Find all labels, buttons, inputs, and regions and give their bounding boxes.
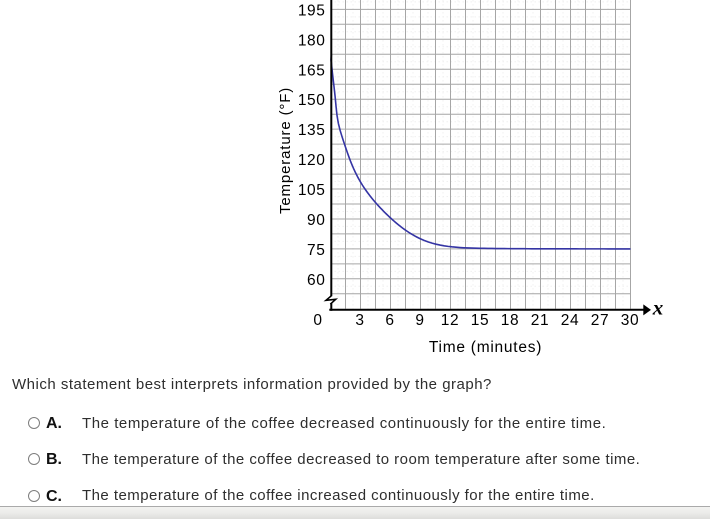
svg-text:165: 165 [298, 62, 326, 79]
svg-text:195: 195 [298, 2, 326, 19]
svg-text:12: 12 [441, 312, 459, 329]
svg-text:150: 150 [298, 92, 326, 109]
svg-text:180: 180 [298, 32, 326, 49]
svg-text:Time (minutes): Time (minutes) [429, 339, 542, 356]
svg-text:30: 30 [621, 312, 639, 329]
svg-text:Temperature (°F): Temperature (°F) [277, 87, 294, 214]
svg-text:27: 27 [591, 312, 609, 329]
svg-text:x: x [652, 296, 664, 320]
svg-text:120: 120 [298, 152, 326, 169]
svg-text:3: 3 [355, 312, 364, 329]
svg-text:15: 15 [471, 312, 489, 329]
svg-text:18: 18 [501, 312, 519, 329]
svg-text:0: 0 [313, 312, 322, 329]
svg-text:135: 135 [298, 122, 326, 139]
svg-text:9: 9 [415, 312, 424, 329]
svg-text:6: 6 [385, 312, 394, 329]
svg-text:60: 60 [307, 272, 325, 289]
svg-text:90: 90 [307, 212, 325, 229]
svg-text:24: 24 [561, 312, 579, 329]
svg-text:75: 75 [307, 242, 325, 259]
svg-text:105: 105 [298, 182, 326, 199]
svg-text:21: 21 [531, 312, 549, 329]
